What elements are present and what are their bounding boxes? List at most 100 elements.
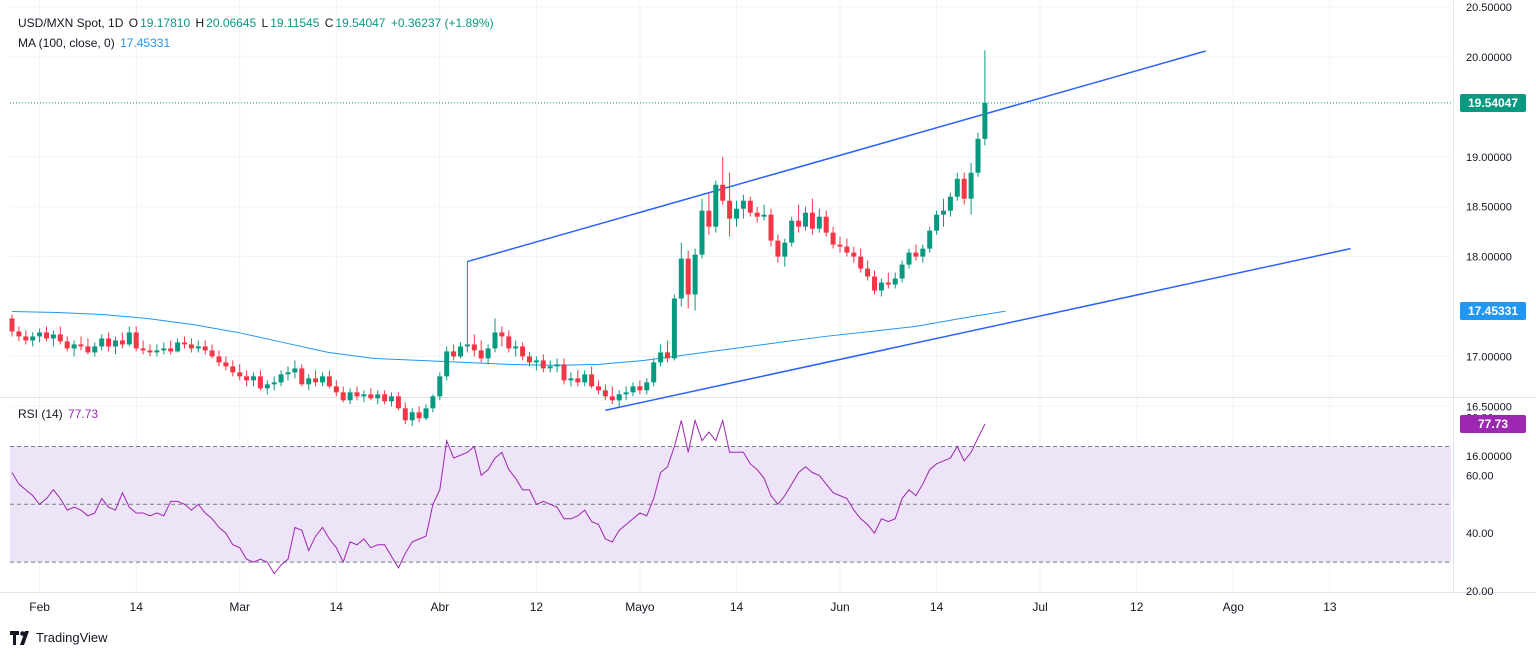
candle <box>478 340 484 363</box>
candle <box>734 200 739 227</box>
tradingview-logo-icon <box>10 630 29 645</box>
candle <box>113 336 118 355</box>
candle <box>499 326 505 347</box>
time-tick-label: Mar <box>229 600 250 614</box>
candle-body <box>699 210 705 255</box>
candle <box>671 294 677 361</box>
candle-body <box>44 332 49 339</box>
price-tick-label: 19.00000 <box>1466 152 1512 164</box>
candle-body <box>809 212 815 229</box>
candle-body <box>354 392 360 397</box>
candle-body <box>727 200 733 219</box>
candle <box>678 242 684 307</box>
candle <box>209 344 215 359</box>
candle <box>927 226 933 253</box>
candle <box>175 338 181 353</box>
ma100-line <box>11 310 1006 366</box>
candle <box>844 238 850 257</box>
candle <box>306 374 312 391</box>
candle <box>409 408 415 427</box>
candle <box>775 234 781 263</box>
candle <box>878 278 884 297</box>
trendline <box>605 247 1351 412</box>
candle <box>954 172 960 201</box>
candle-body <box>941 210 946 215</box>
rsi-label[interactable]: RSI (14) <box>18 407 63 421</box>
candle-body <box>140 348 146 351</box>
rsi-band <box>10 446 1451 563</box>
candle <box>402 402 408 425</box>
candle-body <box>851 252 857 257</box>
candle <box>920 244 926 263</box>
candle <box>237 364 243 381</box>
candle-body <box>382 394 388 402</box>
candle-body <box>540 360 546 369</box>
candle-body <box>133 332 139 349</box>
candle <box>644 378 650 395</box>
candle <box>872 270 877 295</box>
candle-body <box>954 178 960 197</box>
candle <box>913 244 919 261</box>
candle <box>630 382 636 397</box>
candle <box>803 206 808 231</box>
candle <box>57 326 63 345</box>
candle <box>126 326 132 347</box>
candle <box>326 370 332 389</box>
candle <box>575 370 581 387</box>
candle <box>830 226 836 249</box>
candle <box>340 386 346 403</box>
ma-price-badge: 17.45331 <box>1460 302 1526 321</box>
candle-body <box>216 356 222 363</box>
candle-body <box>292 368 298 373</box>
time-tick-label: Jun <box>830 600 849 614</box>
candle-body <box>582 374 588 383</box>
candle-body <box>885 282 891 285</box>
candle-body <box>437 376 443 397</box>
candle <box>285 366 291 381</box>
candle-body <box>395 396 401 409</box>
candle-body <box>333 386 339 393</box>
candle-body <box>99 338 105 347</box>
candle <box>885 272 891 289</box>
candle-body <box>64 341 70 349</box>
candle <box>506 330 512 353</box>
candle-body <box>671 298 677 359</box>
symbol-label[interactable]: USD/MXN Spot, 1D <box>18 16 124 30</box>
tradingview-logo[interactable]: TradingView <box>10 630 108 645</box>
candle <box>513 340 519 357</box>
candle-body <box>761 214 767 217</box>
candle-body <box>416 412 422 419</box>
candle-body <box>375 394 381 399</box>
candle-body <box>533 360 539 363</box>
candle <box>637 380 643 395</box>
price-tick-label: 20.00000 <box>1466 52 1512 64</box>
last-price-badge: 19.54047 <box>1460 93 1526 112</box>
candle-body <box>278 374 284 383</box>
candle <box>257 370 263 391</box>
candle-body <box>513 346 519 349</box>
candle <box>147 344 153 357</box>
candle-body <box>685 258 691 295</box>
candle-body <box>471 344 477 351</box>
candle-body <box>734 208 739 219</box>
candle <box>416 406 422 423</box>
candle <box>858 248 864 273</box>
candle-body <box>106 338 112 347</box>
candle-body <box>23 336 29 341</box>
candle <box>430 394 436 413</box>
candle-body <box>906 252 912 265</box>
rsi-tick-label: 40.00 <box>1466 528 1494 540</box>
candle-body <box>168 348 174 352</box>
candle-body <box>527 356 532 363</box>
candle <box>968 162 974 215</box>
candle <box>354 386 360 401</box>
candle <box>389 392 394 407</box>
candle <box>333 380 339 397</box>
candle-body <box>623 392 629 395</box>
time-tick-label: Jul <box>1032 600 1047 614</box>
ma-label[interactable]: MA (100, close, 0) <box>18 36 115 50</box>
candle <box>119 332 125 349</box>
candle <box>313 370 319 387</box>
candle-body <box>630 386 636 393</box>
